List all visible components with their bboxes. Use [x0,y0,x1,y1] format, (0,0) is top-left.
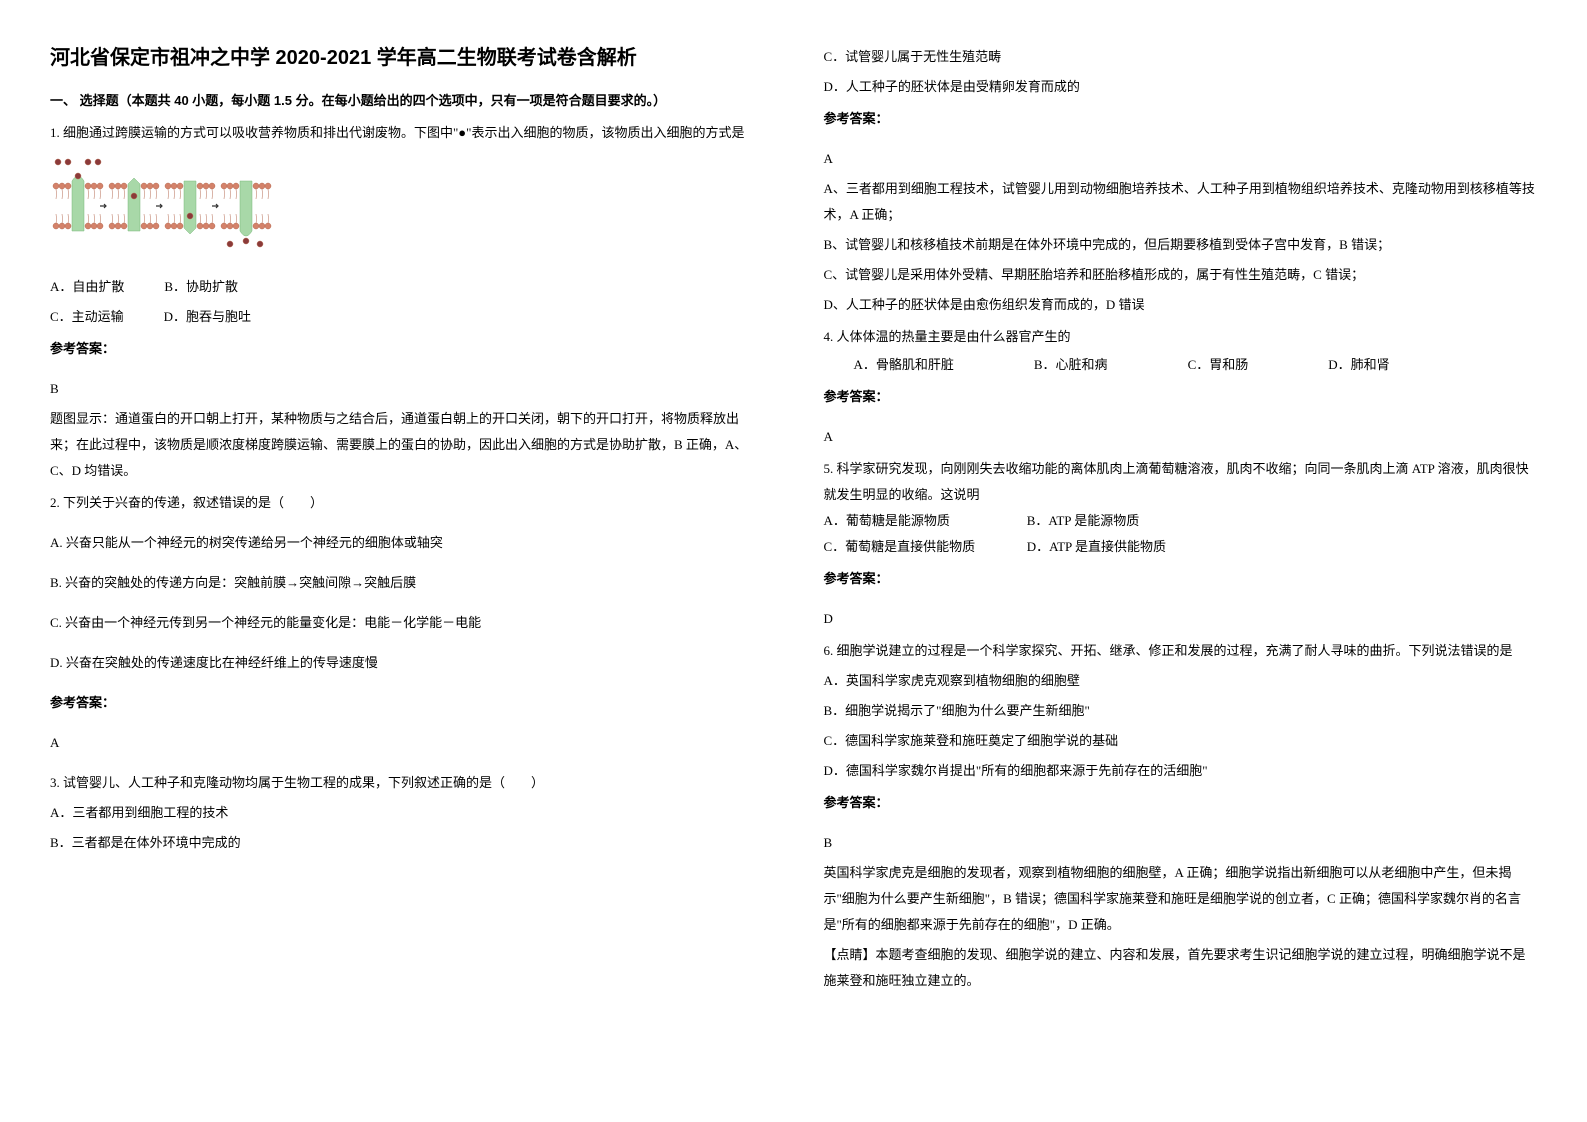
q5-optB: B．ATP 是能源物质 [1027,513,1140,528]
q6-text: 6. 细胞学说建立的过程是一个科学家探究、开拓、继承、修正和发展的过程，充满了耐… [824,638,1538,664]
q5-optD: D．ATP 是直接供能物质 [1027,539,1166,554]
left-column: 河北省保定市祖冲之中学 2020-2021 学年高二生物联考试卷含解析 一、 选… [50,40,764,994]
section-header: 一、 选择题（本题共 40 小题，每小题 1.5 分。在每小题给出的四个选项中，… [50,88,764,114]
q3-eB: B、试管婴儿和核移植技术前期是在体外环境中完成的，但后期要移植到受体子宫中发育，… [824,232,1538,258]
q6-ans: B [824,830,1538,856]
q1-optB: B．协助扩散 [164,274,238,300]
q1-optC: C．主动运输 [50,304,124,330]
q3-eA: A、三者都用到细胞工程技术，试管婴儿用到动物细胞培养技术、人工种子用到植物组织培… [824,176,1538,228]
right-column: C．试管婴儿属于无性生殖范畴 D．人工种子的胚状体是由受精卵发育而成的 参考答案… [824,40,1538,994]
q5-options-row1: A．葡萄糖是能源物质 B．ATP 是能源物质 [824,508,1538,534]
q4-optC: C．胃和肠 [1188,352,1249,378]
q3-eC: C、试管婴儿是采用体外受精、早期胚胎培养和胚胎移植形成的，属于有性生殖范畴，C … [824,262,1538,288]
q6-optD: D．德国科学家魏尔肖提出"所有的细胞都来源于先前存在的活细胞" [824,758,1538,784]
q3-optA: A．三者都用到细胞工程的技术 [50,800,764,826]
q5-optC: C．葡萄糖是直接供能物质 [824,534,1024,560]
q5-ans: D [824,606,1538,632]
q1-ans-label: 参考答案： [50,336,764,362]
q4-optD: D．肺和肾 [1328,352,1389,378]
q2-ans-label: 参考答案： [50,690,764,716]
q1-optD: D．胞吞与胞吐 [164,304,251,330]
doc-title: 河北省保定市祖冲之中学 2020-2021 学年高二生物联考试卷含解析 [50,40,764,76]
q3-optD: D．人工种子的胚状体是由受精卵发育而成的 [824,74,1538,100]
q3-optC: C．试管婴儿属于无性生殖范畴 [824,44,1538,70]
q1-explain: 题图显示：通道蛋白的开口朝上打开，某种物质与之结合后，通道蛋白朝上的开口关闭，朝… [50,406,764,484]
q5-options-row2: C．葡萄糖是直接供能物质 D．ATP 是直接供能物质 [824,534,1538,560]
q1-optA: A．自由扩散 [50,274,124,300]
q4-optA: A．骨骼肌和肝脏 [854,352,954,378]
q3-ans-label: 参考答案： [824,106,1538,132]
q1-options-row2: C．主动运输 D．胞吞与胞吐 [50,304,764,330]
q2-optC: C. 兴奋由一个神经元传到另一个神经元的能量变化是：电能－化学能－电能 [50,610,764,636]
q4-ans-label: 参考答案： [824,384,1538,410]
q1-text: 1. 细胞通过跨膜运输的方式可以吸收营养物质和排出代谢废物。下图中"●"表示出入… [50,120,764,146]
membrane-diagram [50,156,280,251]
q6-optA: A．英国科学家虎克观察到植物细胞的细胞壁 [824,668,1538,694]
q1-ans: B [50,376,764,402]
q6-optB: B．细胞学说揭示了"细胞为什么要产生新细胞" [824,698,1538,724]
q2-optA: A. 兴奋只能从一个神经元的树突传递给另一个神经元的细胞体或轴突 [50,530,764,556]
q3-text: 3. 试管婴儿、人工种子和克隆动物均属于生物工程的成果，下列叙述正确的是（ ） [50,770,764,796]
q6-ans-label: 参考答案： [824,790,1538,816]
q4-optB: B．心脏和病 [1034,352,1108,378]
q6-explain: 英国科学家虎克是细胞的发现者，观察到植物细胞的细胞壁，A 正确；细胞学说指出新细… [824,860,1538,938]
q2-text: 2. 下列关于兴奋的传递，叙述错误的是（ ） [50,490,764,516]
q5-text: 5. 科学家研究发现，向刚刚失去收缩功能的离体肌肉上滴葡萄糖溶液，肌肉不收缩；向… [824,456,1538,508]
q4-ans: A [824,424,1538,450]
q5-ans-label: 参考答案： [824,566,1538,592]
q1-options-row1: A．自由扩散 B．协助扩散 [50,274,764,300]
q2-optD: D. 兴奋在突触处的传递速度比在神经纤维上的传导速度慢 [50,650,764,676]
q2-ans: A [50,730,764,756]
q3-eD: D、人工种子的胚状体是由愈伤组织发育而成的，D 错误 [824,292,1538,318]
q3-ans: A [824,146,1538,172]
q2-optB: B. 兴奋的突触处的传递方向是：突触前膜→突触间隙→突触后膜 [50,570,764,596]
q4-options: A．骨骼肌和肝脏 B．心脏和病 C．胃和肠 D．肺和肾 [824,352,1538,378]
q3-optB: B．三者都是在体外环境中完成的 [50,830,764,856]
q6-optC: C．德国科学家施莱登和施旺奠定了细胞学说的基础 [824,728,1538,754]
q6-hint: 【点睛】本题考查细胞的发现、细胞学说的建立、内容和发展，首先要求考生识记细胞学说… [824,942,1538,994]
q5-optA: A．葡萄糖是能源物质 [824,508,1024,534]
q4-text: 4. 人体体温的热量主要是由什么器官产生的 [824,324,1538,350]
